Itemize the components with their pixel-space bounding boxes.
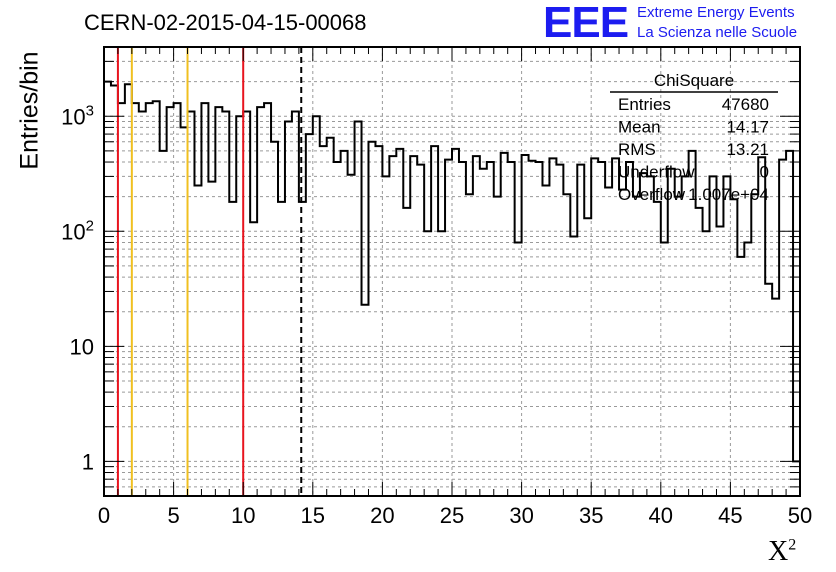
y-tick-label: 103 bbox=[61, 102, 94, 129]
y-tick-label: 1 bbox=[82, 449, 94, 474]
histogram-series bbox=[104, 80, 800, 463]
x-tick-label: 30 bbox=[509, 503, 533, 528]
x-tick-label: 25 bbox=[440, 503, 464, 528]
axis-ticks: 0 5 10 15 20 25 30 35 40 45 50 1 10 102 103 bbox=[61, 47, 812, 528]
logo-line-2: La Scienza nelle Scuole bbox=[637, 24, 798, 41]
x-tick-label: 5 bbox=[167, 503, 179, 528]
y-tick-label: 10 bbox=[70, 334, 94, 359]
x-tick-label: 0 bbox=[98, 503, 110, 528]
histogram-line bbox=[104, 80, 800, 463]
x-tick-label: 10 bbox=[231, 503, 255, 528]
chart-title: CERN-02-2015-04-15-00068 bbox=[84, 10, 367, 35]
stats-row-value: 47680 bbox=[722, 95, 769, 114]
reference-lines bbox=[116, 47, 303, 496]
y-axis-label: Entries/bin bbox=[15, 51, 44, 170]
stats-row-label: RMS bbox=[618, 140, 656, 159]
stats-box: ChiSquare Entries 47680 Mean 14.17 RMS 13.21 Un… bbox=[610, 71, 778, 204]
grid bbox=[104, 47, 800, 496]
stats-row-value: 0 bbox=[760, 163, 769, 182]
y-tick-label: 102 bbox=[61, 217, 94, 244]
x-tick-label: 40 bbox=[649, 503, 673, 528]
stats-title: ChiSquare bbox=[654, 71, 734, 90]
x-tick-label: 50 bbox=[788, 503, 812, 528]
logo-line-1: Extreme Energy Events bbox=[637, 4, 795, 21]
x-tick-label: 15 bbox=[301, 503, 325, 528]
x-tick-label: 20 bbox=[370, 503, 394, 528]
x-axis-label: X2 bbox=[768, 536, 797, 567]
stats-row-value: 14.17 bbox=[726, 118, 769, 137]
stats-row-label: Entries bbox=[618, 95, 671, 114]
stats-row-label: Mean bbox=[618, 118, 661, 137]
stats-row-value: 1.007e+04 bbox=[688, 185, 769, 204]
stats-row-label: Overflow bbox=[618, 185, 686, 204]
x-tick-label: 45 bbox=[718, 503, 742, 528]
eee-logo: EEE bbox=[543, 0, 629, 47]
stats-row-value: 13.21 bbox=[726, 140, 769, 159]
stats-row-label: Underflow bbox=[618, 163, 695, 182]
x-tick-label: 35 bbox=[579, 503, 603, 528]
